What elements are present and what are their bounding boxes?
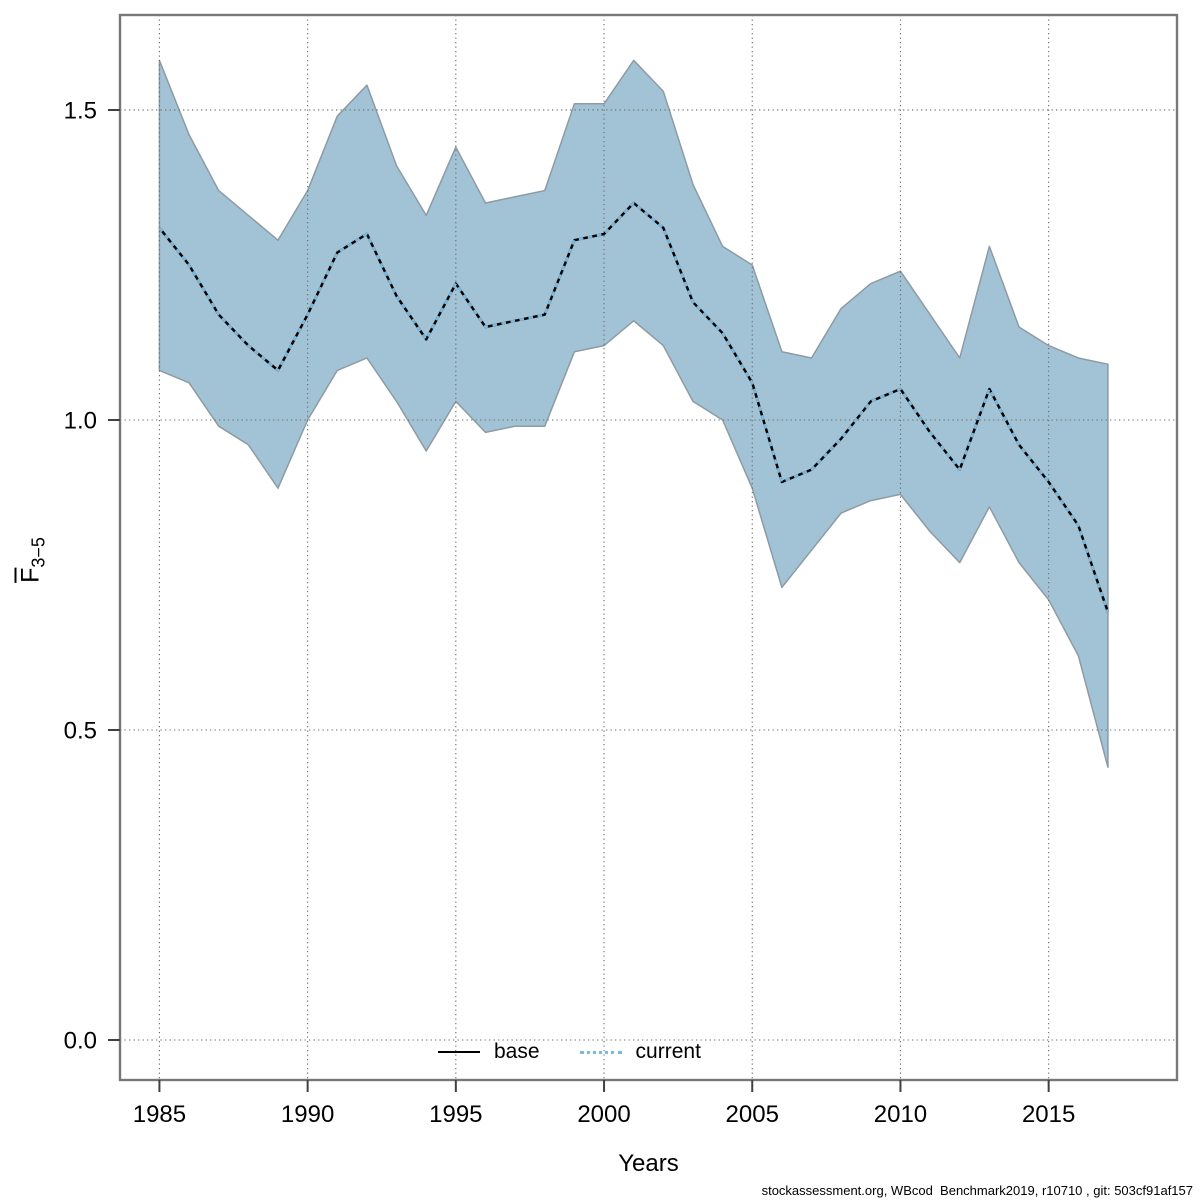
x-axis-title: Years [618,1150,679,1177]
x-tick-label: 1985 [133,1101,186,1128]
x-tick-label: 2010 [874,1101,927,1128]
source-caption: stockassessment.org, WBcod Benchmark2019… [761,1183,1193,1198]
legend: base current [438,1040,701,1064]
y-axis-title-subscript: 3−5 [28,537,49,568]
base-line-sample-icon [438,1051,480,1053]
y-tick-label: 0.0 [64,1028,97,1055]
confidence-band [158,59,1109,768]
plot-frame [118,13,1179,1082]
y-tick-label: 1.0 [64,407,97,434]
y-axis-title: F3−5 [17,537,50,583]
current-line-sample-icon [579,1050,622,1054]
x-tick-label: 2005 [726,1101,779,1128]
current-line [158,201,1110,613]
y-tick-label: 0.5 [64,718,97,745]
x-tick-label: 1995 [429,1101,482,1128]
legend-label-current: current [635,1040,701,1063]
y-axis-title-main: F [16,567,45,583]
legend-item-current: current [579,1040,701,1064]
legend-item-base: base [438,1040,540,1064]
legend-label-base: base [494,1040,540,1063]
x-tick-label: 2015 [1022,1101,1075,1128]
x-tick-label: 2000 [577,1101,630,1128]
y-tick-label: 1.5 [64,97,97,124]
x-tick-label: 1990 [281,1101,334,1128]
